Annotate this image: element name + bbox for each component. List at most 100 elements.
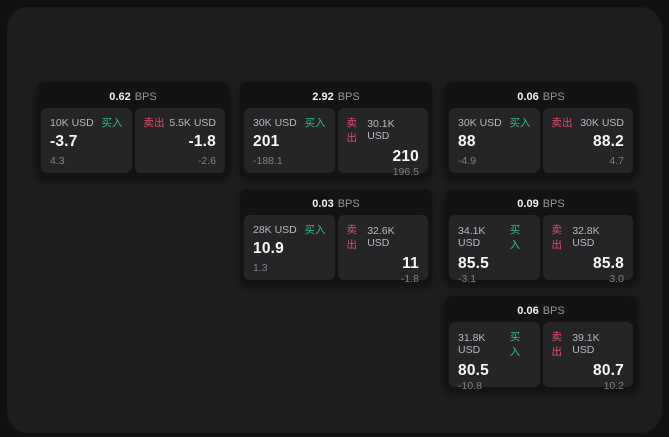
sell-price: -1.8: [188, 133, 216, 150]
bps-value: 0.09: [517, 197, 539, 210]
buy-secondary-value: 4.3: [50, 155, 65, 167]
sell-amount: 32.8K USD: [572, 225, 600, 249]
sell-amount: 30K USD: [580, 116, 624, 129]
bps-value: 0.62: [109, 90, 131, 103]
buy-panel-header: 30K USD 买入: [458, 115, 531, 130]
buy-side-label: 买入: [304, 224, 326, 236]
sell-side-label: 卖出: [346, 224, 358, 251]
quote-card: 0.06 BPS 30K USD 买入 88 -4.9 卖出 30K USD 8…: [445, 82, 637, 177]
sell-price: 85.8: [593, 255, 624, 272]
bps-unit-label: BPS: [134, 90, 157, 103]
sell-side-label: 卖出: [551, 224, 563, 251]
sell-secondary-value: -1.8: [400, 273, 419, 285]
buy-panel[interactable]: 30K USD 买入 201 -188.1: [244, 108, 335, 173]
sell-price: 88.2: [593, 133, 624, 150]
buy-amount: 10K USD: [50, 116, 94, 129]
sell-secondary-value: 196.5: [392, 166, 419, 178]
sell-panel-header: 卖出 5.5K USD: [144, 115, 217, 130]
sell-amount: 32.6K USD: [367, 225, 395, 249]
buy-secondary-value: -10.8: [458, 380, 482, 392]
bps-unit-label: BPS: [337, 197, 360, 210]
sell-side-label: 卖出: [346, 117, 358, 144]
sell-panel[interactable]: 卖出 5.5K USD -1.8 -2.6: [134, 108, 225, 173]
buy-price: 10.9: [253, 240, 284, 257]
sell-panel[interactable]: 卖出 39.1K USD 80.7 10.2: [542, 322, 633, 392]
card-header: 2.92 BPS: [244, 86, 428, 105]
bps-value: 0.03: [312, 197, 334, 210]
bps-unit-label: BPS: [542, 197, 565, 210]
sell-secondary-value: 10.2: [603, 380, 624, 392]
card-header: 0.06 BPS: [449, 300, 633, 319]
buy-side-label: 买入: [509, 117, 531, 129]
bps-value: 0.06: [517, 90, 539, 103]
quote-panels: 28K USD 买入 10.9 1.3 卖出 32.6K USD 11 -1.8: [244, 215, 428, 285]
buy-amount: 30K USD: [253, 116, 297, 129]
buy-panel-header: 34.1K USD 买入: [458, 222, 531, 252]
main-surface: 0.62 BPS 10K USD 买入 -3.7 4.3 卖出 5.5K USD…: [7, 7, 662, 433]
buy-side-label: 买入: [101, 117, 123, 129]
buy-price: -3.7: [50, 133, 78, 150]
sell-panel[interactable]: 卖出 30.1K USD 210 196.5: [337, 108, 428, 178]
buy-panel[interactable]: 31.8K USD 买入 80.5 -10.8: [449, 322, 540, 392]
buy-secondary-value: -3.1: [458, 273, 477, 285]
sell-price: 210: [392, 148, 419, 165]
sell-panel[interactable]: 卖出 32.6K USD 11 -1.8: [337, 215, 428, 285]
sell-price: 80.7: [593, 362, 624, 379]
sell-side-label: 卖出: [551, 331, 563, 358]
sell-price: 11: [402, 255, 419, 272]
buy-panel[interactable]: 30K USD 买入 88 -4.9: [449, 108, 540, 173]
sell-side-label: 卖出: [143, 117, 165, 129]
buy-panel-header: 30K USD 买入: [253, 115, 326, 130]
quote-panels: 10K USD 买入 -3.7 4.3 卖出 5.5K USD -1.8 -2.…: [41, 108, 225, 173]
sell-panel-header: 卖出 30K USD: [552, 115, 625, 130]
buy-secondary-value: -4.9: [458, 155, 477, 167]
buy-secondary-value: 1.3: [253, 262, 268, 274]
buy-amount: 34.1K USD: [458, 225, 486, 249]
bps-unit-label: BPS: [337, 90, 360, 103]
sell-amount: 39.1K USD: [572, 332, 600, 356]
buy-price: 85.5: [458, 255, 489, 272]
bps-unit-label: BPS: [542, 304, 565, 317]
sell-panel-header: 卖出 39.1K USD: [552, 329, 625, 359]
quote-card: 0.62 BPS 10K USD 买入 -3.7 4.3 卖出 5.5K USD…: [37, 82, 229, 177]
buy-side-label: 买入: [304, 117, 326, 129]
sell-side-label: 卖出: [551, 117, 573, 129]
sell-amount: 30.1K USD: [367, 118, 395, 142]
bps-value: 2.92: [312, 90, 334, 103]
buy-price: 88: [458, 133, 476, 150]
card-header: 0.06 BPS: [449, 86, 633, 105]
bps-unit-label: BPS: [542, 90, 565, 103]
quote-panels: 30K USD 买入 88 -4.9 卖出 30K USD 88.2 4.7: [449, 108, 633, 173]
sell-secondary-value: 4.7: [609, 155, 624, 167]
sell-panel-header: 卖出 30.1K USD: [347, 115, 420, 145]
buy-side-label: 买入: [509, 331, 521, 358]
quote-panels: 34.1K USD 买入 85.5 -3.1 卖出 32.8K USD 85.8…: [449, 215, 633, 285]
quote-panels: 31.8K USD 买入 80.5 -10.8 卖出 39.1K USD 80.…: [449, 322, 633, 392]
buy-price: 201: [253, 133, 280, 150]
card-header: 0.03 BPS: [244, 193, 428, 212]
buy-panel[interactable]: 10K USD 买入 -3.7 4.3: [41, 108, 132, 173]
buy-side-label: 买入: [509, 224, 521, 251]
buy-panel[interactable]: 34.1K USD 买入 85.5 -3.1: [449, 215, 540, 285]
buy-secondary-value: -188.1: [253, 155, 283, 167]
sell-panel-header: 卖出 32.8K USD: [552, 222, 625, 252]
card-header: 0.09 BPS: [449, 193, 633, 212]
buy-panel[interactable]: 28K USD 买入 10.9 1.3: [244, 215, 335, 280]
quote-card: 0.03 BPS 28K USD 买入 10.9 1.3 卖出 32.6K US…: [240, 189, 432, 285]
card-header: 0.62 BPS: [41, 86, 225, 105]
quote-card: 0.06 BPS 31.8K USD 买入 80.5 -10.8 卖出 39.1…: [445, 296, 637, 392]
sell-amount: 5.5K USD: [169, 116, 216, 129]
buy-amount: 30K USD: [458, 116, 502, 129]
sell-panel[interactable]: 卖出 30K USD 88.2 4.7: [542, 108, 633, 173]
sell-panel[interactable]: 卖出 32.8K USD 85.8 3.0: [542, 215, 633, 285]
sell-secondary-value: 3.0: [609, 273, 624, 285]
buy-panel-header: 31.8K USD 买入: [458, 329, 531, 359]
quote-panels: 30K USD 买入 201 -188.1 卖出 30.1K USD 210 1…: [244, 108, 428, 178]
bps-value: 0.06: [517, 304, 539, 317]
quote-card: 2.92 BPS 30K USD 买入 201 -188.1 卖出 30.1K …: [240, 82, 432, 178]
quote-card: 0.09 BPS 34.1K USD 买入 85.5 -3.1 卖出 32.8K…: [445, 189, 637, 285]
buy-panel-header: 28K USD 买入: [253, 222, 326, 237]
buy-amount: 28K USD: [253, 223, 297, 236]
sell-secondary-value: -2.6: [197, 155, 216, 167]
